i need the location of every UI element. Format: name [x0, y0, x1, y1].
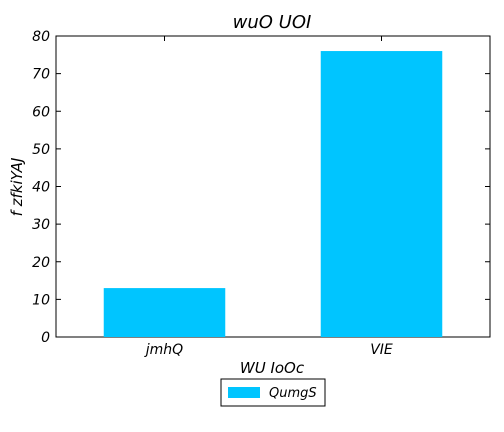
y-tick-label: 80	[32, 29, 50, 45]
chart-title: wuO UOI	[233, 12, 312, 33]
bars	[103, 51, 443, 338]
legend-label: QumgS	[269, 386, 317, 401]
y-tick-label: 40	[32, 180, 50, 196]
y-tick-label: 10	[32, 292, 50, 308]
legend: QumgS	[220, 378, 326, 407]
x-tick-label: VIE	[370, 342, 393, 358]
y-axis: 0 10 20 30 40 50 60 70 80	[32, 29, 490, 346]
x-axis: jmhQ VIE	[144, 36, 393, 358]
y-tick-label: 50	[32, 142, 50, 158]
y-tick-label: 20	[32, 255, 50, 271]
y-tick-label: 70	[32, 67, 50, 83]
x-axis-label: WU IoOc	[240, 359, 305, 377]
bar-jmhQ	[103, 288, 226, 337]
y-tick-label: 0	[41, 330, 50, 346]
y-tick-label: 60	[32, 104, 50, 120]
y-axis-label: f zfkiYAJ	[8, 158, 26, 217]
bar-VIE	[320, 51, 443, 338]
y-tick-label: 30	[32, 217, 50, 233]
x-tick-label: jmhQ	[144, 342, 183, 358]
legend-swatch	[228, 387, 260, 398]
